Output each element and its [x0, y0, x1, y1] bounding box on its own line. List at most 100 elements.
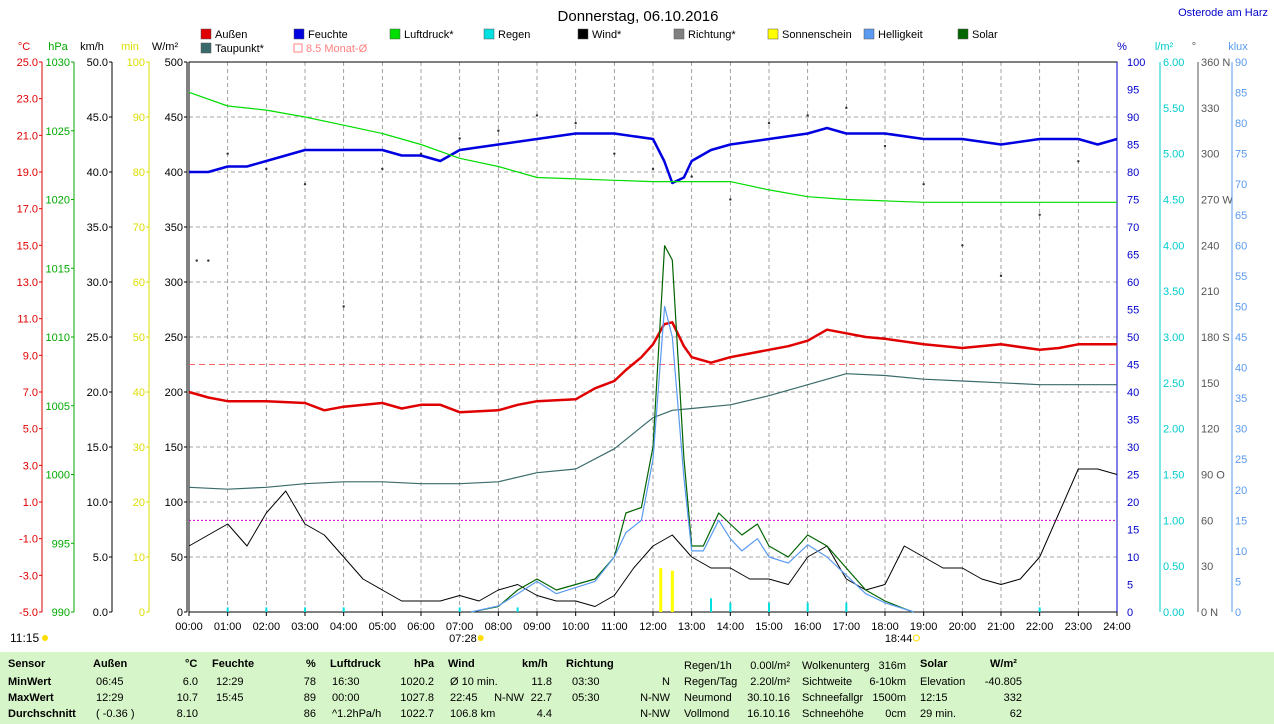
location-link[interactable]: Osterode am Harz: [1178, 7, 1268, 19]
left-tick-label: 30: [133, 442, 145, 454]
right-tick-label: 4.50: [1163, 195, 1184, 207]
left-tick-label: 1010: [46, 332, 70, 344]
left-tick-label: 80: [133, 167, 145, 179]
richtung-dots: [195, 106, 1080, 308]
aussen-value: 6.0: [182, 676, 198, 688]
legend: Außen Feuchte Luftdruck* Regen Wind* Richtung…: [200, 28, 998, 55]
aussen-time: 06:45: [96, 676, 124, 688]
left-tick-label: 300: [165, 277, 183, 289]
left-tick-label: 10.0: [87, 497, 108, 509]
legend-label-9: Taupunkt*: [215, 43, 265, 55]
wind-value: 22.7: [530, 692, 552, 704]
right-tick-label: 70: [1127, 222, 1139, 234]
left-tick-label: 17.0: [17, 204, 38, 216]
richtung-dot: [1077, 160, 1080, 163]
chart-title: Donnerstag, 06.10.2016: [558, 8, 719, 25]
legend-label-2: Luftdruck*: [404, 29, 454, 41]
right-tick-label: 4.00: [1163, 240, 1184, 252]
left-tick-label: 5.0: [93, 552, 108, 564]
right-tick-label: 50: [1235, 301, 1247, 313]
regen-value: 16.10.16: [747, 708, 790, 720]
right-tick-label: 20: [1127, 497, 1139, 509]
right-tick-label: 85: [1235, 88, 1247, 100]
right-tick-label: 270 W: [1201, 195, 1233, 207]
legend-label-3: Regen: [498, 29, 530, 41]
left-tick-label: 70: [133, 222, 145, 234]
wolken-label: Sichtweite: [802, 676, 853, 688]
right-tick-label: 25: [1235, 454, 1247, 466]
x-tick-label: 05:00: [369, 621, 397, 633]
left-tick-label: 3.0: [23, 460, 38, 472]
stat-header-aussen: Außen: [93, 658, 128, 670]
legend-label-7: Helligkeit: [878, 29, 923, 41]
stat-header-wind-unit: km/h: [522, 658, 548, 670]
right-tick-label: 3.00: [1163, 332, 1184, 344]
left-tick-label: 500: [165, 57, 183, 69]
legend-label-8: Solar: [972, 29, 998, 41]
richtung-dot: [207, 259, 210, 262]
right-tick-label: 30: [1235, 424, 1247, 436]
left-tick-label: 21.0: [17, 130, 38, 142]
legend-swatch: [293, 43, 303, 53]
left-tick-label: 990: [52, 607, 70, 619]
right-tick-label: 55: [1127, 305, 1139, 317]
right-tick-label: 0 N: [1201, 607, 1218, 619]
luftdruck-value: 1022.7: [400, 708, 434, 720]
right-tick-label: 60: [1201, 515, 1213, 527]
sunshine-icon: [42, 635, 48, 641]
right-axis-unit-3: klux: [1228, 41, 1248, 53]
aussen-time: ( -0.36 ): [96, 708, 135, 720]
x-tick-label: 10:00: [562, 621, 590, 633]
x-tick-label: 13:00: [678, 621, 706, 633]
left-tick-label: 450: [165, 112, 183, 124]
richtung-dot: [497, 129, 500, 132]
richtung-dot: [419, 152, 423, 155]
left-tick-label: -1.0: [19, 534, 38, 546]
stat-header-wind: Wind: [448, 658, 475, 670]
legend-swatch: [200, 42, 212, 54]
series-line-4: [188, 468, 1118, 607]
moon-icon: [912, 634, 920, 642]
left-tick-label: 50.0: [87, 57, 108, 69]
solar-label: 12:15: [920, 692, 948, 704]
right-tick-label: 330: [1201, 103, 1219, 115]
solar-label: 29 min.: [920, 708, 957, 720]
luftdruck-value: 1027.8: [400, 692, 434, 704]
left-tick-label: 350: [165, 222, 183, 234]
wolken-value: 0cm: [885, 708, 906, 720]
wolken-value: 316m: [878, 660, 906, 672]
stat-header-feuchte: Feuchte: [212, 658, 255, 670]
right-tick-label: 1.00: [1163, 515, 1184, 527]
right-tick-label: 15: [1127, 525, 1139, 537]
right-tick-label: 180 S: [1201, 332, 1230, 344]
solar-header-unit: W/m²: [990, 658, 1017, 670]
left-tick-label: 200: [165, 387, 183, 399]
richtung-dot: [195, 259, 198, 262]
wolken-label: Schneehöhe: [802, 708, 864, 720]
wolken-label: Schneefallgr: [802, 692, 864, 704]
x-tick-label: 06:00: [407, 621, 435, 633]
richtung-dot: [806, 114, 809, 117]
rain-bar: [710, 598, 712, 612]
series-line-0: [188, 321, 1117, 414]
sunshine-bar: [659, 568, 663, 612]
richtung-dot: [574, 121, 577, 125]
right-tick-label: 75: [1127, 195, 1139, 207]
left-tick-label: 400: [165, 167, 183, 179]
legend-label-0: Außen: [215, 29, 247, 41]
stat-row-avg: Durchschnitt: [8, 708, 76, 720]
luftdruck-time: ^1.2hPa/h: [332, 708, 382, 720]
left-tick-label: 1005: [46, 401, 70, 413]
regen-label: Regen/Tag: [684, 676, 738, 688]
richtung-time: 05:30: [572, 692, 600, 704]
richtung-dot: [767, 121, 771, 125]
weather-chart: Donnerstag, 06.10.2016 Osterode am Harz …: [10, 7, 1268, 645]
right-tick-label: 360 N: [1201, 57, 1230, 69]
x-tick-label: 19:00: [910, 621, 938, 633]
legend-label-10: 8.5 Monat-Ø: [306, 43, 368, 55]
legend-label-4: Wind*: [592, 29, 622, 41]
legend-swatch: [200, 28, 212, 40]
wind-value: 11.8: [531, 676, 552, 688]
feuchte-time: 12:29: [216, 676, 244, 688]
left-tick-label: 1000: [46, 470, 70, 482]
